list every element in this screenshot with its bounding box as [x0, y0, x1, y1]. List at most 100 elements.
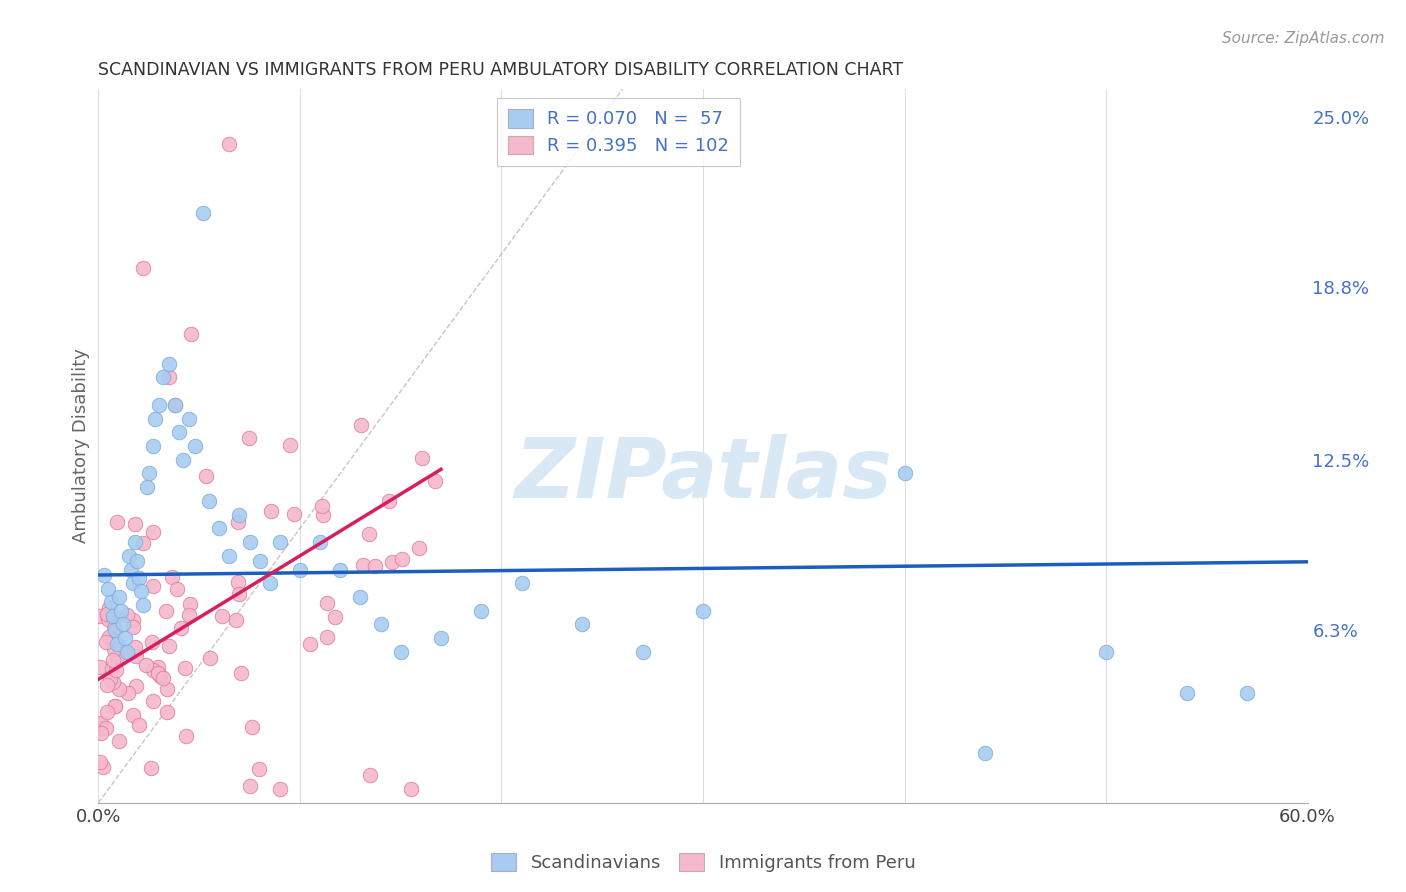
Point — [893, 467, 915, 481]
Point — [110, 604, 132, 618]
Point — [142, 694, 165, 708]
Point — [260, 504, 283, 518]
Point — [105, 650, 128, 665]
Point — [96, 677, 118, 691]
Point — [101, 674, 124, 689]
Point — [229, 666, 252, 681]
Point — [1236, 686, 1258, 700]
Point — [198, 494, 221, 508]
Point — [172, 452, 194, 467]
Point — [118, 549, 141, 563]
Point — [311, 500, 333, 514]
Point — [142, 578, 165, 592]
Point — [125, 679, 148, 693]
Point — [160, 570, 183, 584]
Point — [218, 549, 240, 563]
Point — [124, 535, 146, 549]
Point — [1095, 645, 1118, 659]
Point — [157, 357, 180, 371]
Point — [105, 637, 128, 651]
Point — [218, 137, 240, 152]
Legend: Scandinavians, Immigrants from Peru: Scandinavians, Immigrants from Peru — [484, 846, 922, 880]
Point — [228, 587, 250, 601]
Point — [391, 552, 413, 566]
Point — [142, 663, 165, 677]
Point — [288, 562, 311, 576]
Point — [184, 439, 207, 453]
Point — [411, 450, 433, 465]
Point — [94, 722, 117, 736]
Point — [156, 681, 179, 696]
Text: Source: ZipAtlas.com: Source: ZipAtlas.com — [1222, 31, 1385, 46]
Point — [157, 639, 180, 653]
Point — [107, 733, 129, 747]
Point — [89, 609, 111, 624]
Point — [93, 568, 115, 582]
Point — [103, 641, 125, 656]
Point — [115, 645, 138, 659]
Point — [98, 601, 121, 615]
Point — [96, 634, 118, 648]
Point — [974, 747, 997, 761]
Point — [315, 630, 337, 644]
Point — [90, 716, 112, 731]
Point — [97, 582, 120, 596]
Point — [228, 516, 250, 530]
Point — [100, 660, 122, 674]
Point — [226, 574, 249, 589]
Point — [239, 535, 262, 549]
Point — [112, 645, 135, 659]
Point — [174, 729, 197, 743]
Point — [100, 595, 122, 609]
Y-axis label: Ambulatory Disability: Ambulatory Disability — [72, 349, 90, 543]
Point — [89, 721, 111, 735]
Point — [117, 685, 139, 699]
Point — [247, 762, 270, 776]
Point — [103, 621, 125, 635]
Point — [179, 597, 201, 611]
Point — [96, 607, 118, 621]
Point — [298, 637, 321, 651]
Point — [370, 617, 392, 632]
Point — [122, 614, 145, 628]
Point — [470, 604, 492, 618]
Point — [399, 782, 422, 797]
Point — [225, 613, 247, 627]
Point — [360, 768, 382, 782]
Point — [122, 620, 145, 634]
Point — [115, 608, 138, 623]
Point — [138, 467, 160, 481]
Point — [163, 398, 186, 412]
Point — [103, 623, 125, 637]
Point — [359, 527, 381, 541]
Point — [148, 398, 170, 412]
Point — [193, 205, 215, 219]
Point — [105, 515, 128, 529]
Point — [174, 661, 197, 675]
Point — [142, 439, 165, 453]
Point — [152, 671, 174, 685]
Point — [179, 411, 201, 425]
Point — [423, 475, 446, 489]
Point — [167, 425, 190, 440]
Point — [132, 536, 155, 550]
Point — [208, 521, 231, 535]
Point — [323, 610, 346, 624]
Point — [259, 576, 281, 591]
Point — [211, 608, 233, 623]
Point — [98, 672, 121, 686]
Point — [135, 480, 157, 494]
Point — [101, 653, 124, 667]
Point — [122, 708, 145, 723]
Point — [101, 609, 124, 624]
Point — [166, 582, 188, 597]
Point — [240, 720, 263, 734]
Point — [149, 669, 172, 683]
Point — [124, 640, 146, 655]
Point — [148, 660, 170, 674]
Point — [90, 726, 112, 740]
Point — [148, 665, 170, 680]
Point — [114, 631, 136, 645]
Point — [89, 660, 111, 674]
Point — [103, 612, 125, 626]
